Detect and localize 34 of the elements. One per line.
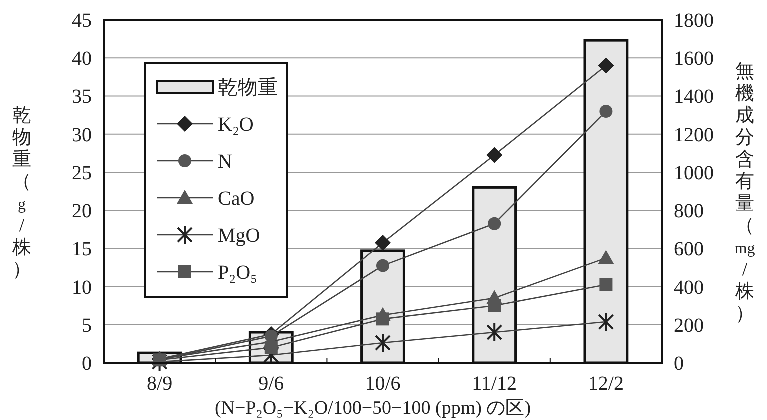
y-tick-label: 40: [72, 48, 92, 70]
y2-tick-label: 1000: [674, 162, 714, 184]
x-tick-label: 11/12: [472, 373, 518, 395]
y-tick-label: 35: [72, 86, 92, 108]
y2-tick-label: 800: [674, 200, 704, 223]
y2-tick-label: 0: [674, 353, 684, 375]
x-tick-label: 8/9: [147, 373, 173, 395]
x-axis-title: (N−P₂O₅−K₂O/100−50−100 (ppm) の区): [214, 398, 532, 419]
legend-label: P₂O₅: [218, 262, 258, 284]
y-tick-label: 15: [72, 238, 92, 261]
y2-tick-label: 600: [674, 238, 704, 261]
y2-tick-label: 1400: [674, 86, 714, 108]
y-tick-label: 10: [72, 276, 92, 299]
y-tick-label: 20: [72, 200, 92, 223]
y-tick-label: 5: [82, 314, 92, 337]
y2-tick-label: 200: [674, 314, 704, 337]
text: 無機成分含有量（mg/株）: [734, 62, 756, 324]
y2-tick-label: 1800: [674, 10, 714, 32]
y-tick-label: 25: [72, 162, 92, 184]
y-tick-label: 30: [72, 124, 92, 146]
y2-tick-label: 1200: [674, 124, 714, 146]
legend-label: MgO: [218, 225, 260, 247]
x-tick-label: 12/2: [588, 373, 624, 395]
legend-label: 乾物重: [218, 77, 278, 99]
y2-tick-label: 400: [674, 276, 704, 299]
y-tick-label: 0: [82, 353, 92, 375]
y-tick-label: 45: [72, 10, 92, 32]
x-tick-label: 9/6: [258, 373, 284, 395]
x-tick-label: 10/6: [365, 373, 401, 395]
legend-label: N: [218, 151, 232, 173]
legend-label: K₂O: [218, 114, 254, 136]
y-axis-title: 乾物重（g/株）: [12, 106, 32, 280]
legend-label: CaO: [218, 188, 255, 210]
y2-tick-label: 1600: [674, 48, 714, 70]
